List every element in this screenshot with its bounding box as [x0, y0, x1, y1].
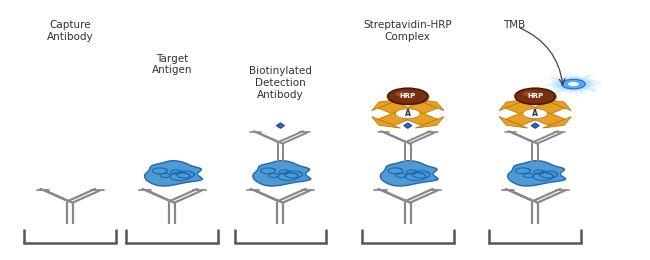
Text: Capture
Antibody: Capture Antibody: [47, 21, 94, 42]
Polygon shape: [404, 123, 412, 128]
Circle shape: [515, 88, 555, 104]
Text: HRP: HRP: [400, 93, 416, 99]
Polygon shape: [276, 123, 285, 128]
Text: Target
Antigen: Target Antigen: [152, 54, 192, 75]
Polygon shape: [400, 102, 437, 117]
Circle shape: [523, 92, 536, 97]
Polygon shape: [499, 117, 528, 128]
Polygon shape: [415, 117, 444, 128]
Circle shape: [562, 79, 586, 89]
Polygon shape: [380, 161, 438, 186]
Polygon shape: [144, 161, 202, 186]
Polygon shape: [531, 123, 540, 128]
Circle shape: [396, 92, 409, 97]
Polygon shape: [506, 102, 543, 117]
Circle shape: [395, 109, 420, 119]
Circle shape: [523, 109, 547, 119]
Polygon shape: [543, 117, 571, 128]
Polygon shape: [415, 99, 444, 110]
Polygon shape: [543, 99, 571, 110]
Circle shape: [568, 82, 579, 86]
Text: A: A: [405, 109, 411, 118]
Text: A: A: [532, 109, 538, 118]
Polygon shape: [372, 117, 400, 128]
Polygon shape: [378, 102, 416, 117]
Polygon shape: [372, 99, 400, 110]
Polygon shape: [253, 161, 311, 186]
Text: TMB: TMB: [503, 21, 526, 30]
Text: HRP: HRP: [527, 93, 543, 99]
Polygon shape: [527, 102, 565, 117]
Text: Biotinylated
Detection
Antibody: Biotinylated Detection Antibody: [249, 66, 312, 100]
Circle shape: [387, 88, 428, 104]
Polygon shape: [506, 110, 543, 126]
Polygon shape: [499, 99, 528, 110]
Circle shape: [389, 89, 430, 105]
Polygon shape: [508, 161, 566, 186]
Circle shape: [517, 89, 557, 105]
Polygon shape: [400, 110, 437, 126]
Polygon shape: [527, 110, 565, 126]
Text: Streptavidin-HRP
Complex: Streptavidin-HRP Complex: [363, 21, 452, 42]
Circle shape: [556, 77, 592, 91]
Polygon shape: [378, 110, 416, 126]
